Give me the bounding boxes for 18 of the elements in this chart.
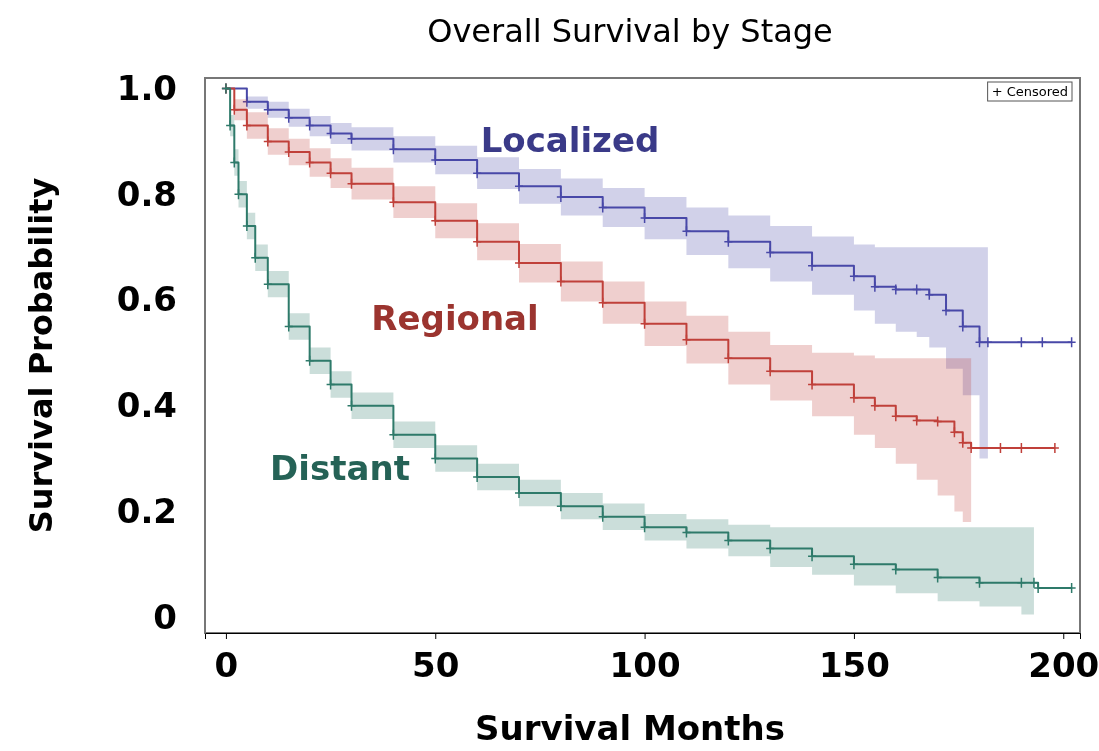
x-tick-label: 150 xyxy=(818,645,890,686)
annotation: + Censored xyxy=(991,84,1068,99)
series-label: Distant xyxy=(270,447,410,488)
y-axis-title: Survival Probability xyxy=(22,177,60,534)
y-tick-label: 0 xyxy=(153,596,177,637)
y-tick-label: 1.0 xyxy=(116,67,177,108)
chart-title: Overall Survival by Stage xyxy=(427,12,833,50)
y-tick-label: 0.4 xyxy=(116,385,177,426)
series-label: Localized xyxy=(480,119,660,160)
x-tick-label: 50 xyxy=(412,645,460,686)
series-label: Regional xyxy=(371,297,539,338)
x-tick-label: 200 xyxy=(1028,645,1099,686)
y-tick-label: 0.8 xyxy=(116,173,177,214)
x-tick-label: 0 xyxy=(214,645,239,686)
x-tick-label: 100 xyxy=(609,645,681,686)
y-tick-label: 0.2 xyxy=(116,490,177,531)
y-tick-label: 0.6 xyxy=(116,279,177,320)
x-axis-title: Survival Months xyxy=(475,708,785,748)
